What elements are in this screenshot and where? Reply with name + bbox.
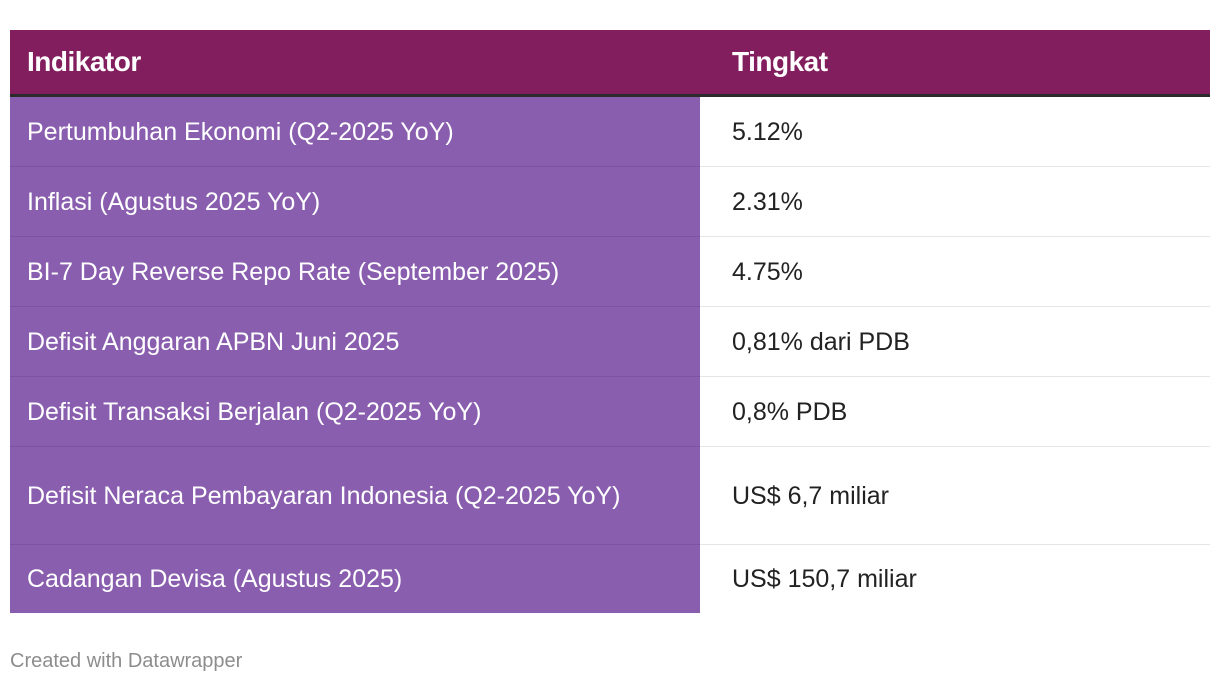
indikator-cell: Cadangan Devisa (Agustus 2025) (10, 545, 700, 613)
indikator-cell: Pertumbuhan Ekonomi (Q2-2025 YoY) (10, 97, 700, 167)
table-row: Pertumbuhan Ekonomi (Q2-2025 YoY) 5.12% (10, 97, 1210, 167)
data-table: Indikator Tingkat Pertumbuhan Ekonomi (Q… (10, 30, 1210, 613)
tingkat-cell: US$ 150,7 miliar (700, 545, 1210, 613)
table-row: BI-7 Day Reverse Repo Rate (September 20… (10, 237, 1210, 307)
tingkat-cell: 0,81% dari PDB (700, 307, 1210, 377)
indikator-cell: Defisit Neraca Pembayaran Indonesia (Q2-… (10, 447, 700, 545)
tingkat-cell: 5.12% (700, 97, 1210, 167)
table-row: Defisit Anggaran APBN Juni 2025 0,81% da… (10, 307, 1210, 377)
table-header: Indikator Tingkat (10, 30, 1210, 97)
tingkat-cell: 0,8% PDB (700, 377, 1210, 447)
table-row: Defisit Transaksi Berjalan (Q2-2025 YoY)… (10, 377, 1210, 447)
tingkat-cell: 4.75% (700, 237, 1210, 307)
datawrapper-credit[interactable]: Created with Datawrapper (10, 650, 243, 672)
column-header-tingkat[interactable]: Tingkat (732, 46, 828, 77)
indikator-cell: Inflasi (Agustus 2025 YoY) (10, 167, 700, 237)
table-row: Cadangan Devisa (Agustus 2025) US$ 150,7… (10, 545, 1210, 613)
indikator-cell: Defisit Transaksi Berjalan (Q2-2025 YoY) (10, 377, 700, 447)
table-row: Defisit Neraca Pembayaran Indonesia (Q2-… (10, 447, 1210, 545)
indikator-cell: BI-7 Day Reverse Repo Rate (September 20… (10, 237, 700, 307)
table-row: Inflasi (Agustus 2025 YoY) 2.31% (10, 167, 1210, 237)
tingkat-cell: 2.31% (700, 167, 1210, 237)
indikator-cell: Defisit Anggaran APBN Juni 2025 (10, 307, 700, 377)
tingkat-cell: US$ 6,7 miliar (700, 447, 1210, 545)
column-header-indikator[interactable]: Indikator (27, 46, 141, 77)
